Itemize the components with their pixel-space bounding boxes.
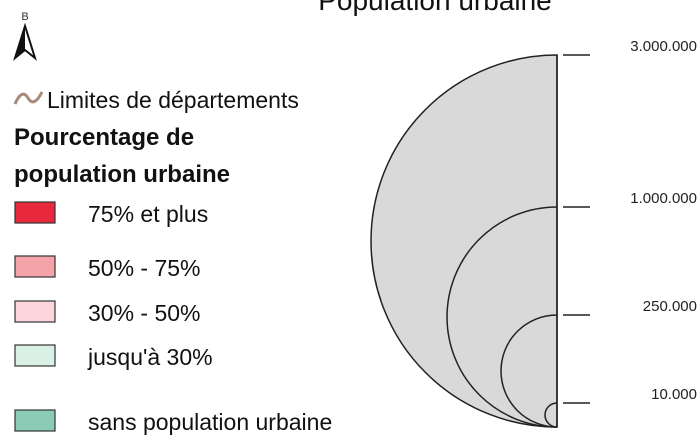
size-label: 3.000.000 — [630, 38, 697, 55]
choropleth-classes: 75% et plus 50% - 75% 30% - 50% jusqu'à 30%… — [14, 201, 332, 435]
choropleth-title: Pourcentage de — [14, 124, 194, 151]
class-swatch — [14, 201, 56, 224]
proportional-symbols — [370, 54, 558, 428]
size-label: 1.000.000 — [630, 190, 697, 207]
class-swatch — [14, 300, 56, 323]
size-labels: 3.000.000 1.000.000 250.000 10.000 — [563, 38, 697, 404]
boundary-label: Limites de départements — [47, 87, 299, 113]
class-label: 50% - 75% — [88, 255, 201, 281]
class-label: jusqu'à 30% — [87, 344, 213, 370]
north-arrow-half — [15, 26, 25, 58]
size-label: 250.000 — [643, 298, 697, 315]
class-swatch — [14, 255, 56, 278]
class-swatch — [14, 344, 56, 367]
circle-medium — [446, 206, 558, 428]
class-label: 30% - 50% — [88, 300, 201, 326]
class-swatch — [14, 409, 56, 432]
north-label: B — [21, 11, 28, 23]
circle-large — [370, 54, 558, 428]
choropleth-title: population urbaine — [14, 161, 230, 188]
legend-title: Population urbaine — [318, 0, 552, 16]
circle-tiny — [544, 402, 558, 428]
boundary-symbol — [13, 91, 44, 105]
size-label: 10.000 — [651, 386, 697, 403]
circle-small — [500, 314, 558, 428]
class-label: sans population urbaine — [88, 409, 332, 435]
class-label: 75% et plus — [88, 201, 208, 227]
